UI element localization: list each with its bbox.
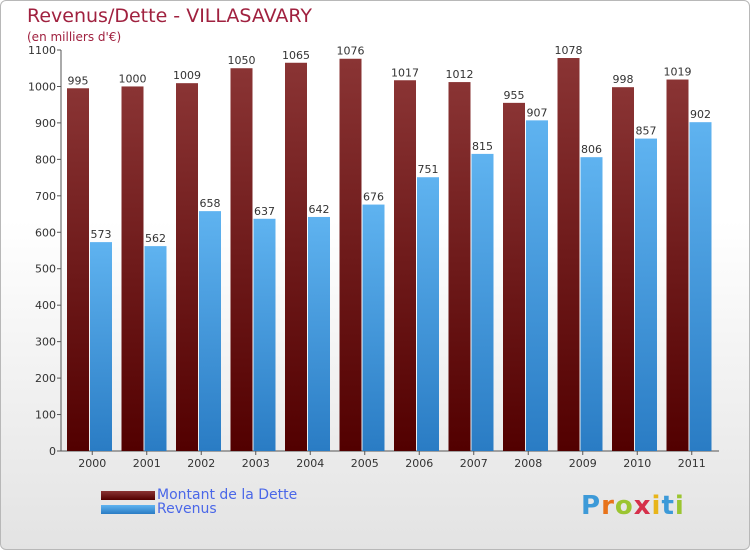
legend-item-dette: Montant de la Dette bbox=[101, 487, 297, 503]
bar-dette bbox=[503, 102, 525, 451]
y-tick-label: 900 bbox=[35, 117, 56, 130]
x-tick-label: 2007 bbox=[460, 457, 488, 470]
bar-revenus bbox=[580, 157, 603, 451]
bar-revenus bbox=[144, 246, 167, 451]
data-label-revenus: 562 bbox=[145, 232, 166, 245]
data-label-revenus: 815 bbox=[472, 140, 493, 153]
chart-title: Revenus/Dette - VILLASAVARY bbox=[27, 5, 312, 27]
legend-label-dette: Montant de la Dette bbox=[157, 487, 298, 503]
chart-subtitle: (en milliers d'€) bbox=[27, 30, 122, 44]
y-tick-label: 100 bbox=[35, 409, 56, 422]
data-label-dette: 995 bbox=[68, 74, 89, 87]
bar-revenus bbox=[253, 218, 276, 451]
bar-dette bbox=[67, 88, 89, 451]
chart-axes: 0 100 200 300 400 500 600 700 800 900 1000 1100 2000… bbox=[28, 44, 719, 470]
data-label-revenus: 857 bbox=[636, 125, 657, 138]
bar-dette bbox=[557, 58, 580, 452]
y-tick-label: 300 bbox=[35, 336, 56, 349]
legend-swatch-dette bbox=[101, 490, 155, 500]
bar-dette bbox=[121, 86, 144, 452]
y-tick-label: 700 bbox=[35, 190, 56, 203]
bar-revenus bbox=[90, 242, 112, 451]
data-label-revenus: 806 bbox=[581, 143, 602, 156]
bar-revenus bbox=[526, 120, 548, 451]
y-tick-label: 200 bbox=[35, 372, 56, 385]
bar-revenus bbox=[689, 122, 712, 452]
y-tick-label: 800 bbox=[35, 153, 56, 166]
bar-revenus bbox=[471, 153, 494, 452]
y-tick-label: 1100 bbox=[28, 44, 56, 57]
y-tick-label: 600 bbox=[35, 226, 56, 239]
x-tick-label: 2011 bbox=[678, 457, 706, 470]
bar-dette bbox=[394, 80, 416, 452]
y-tick-label: 1000 bbox=[28, 80, 56, 93]
data-label-revenus: 907 bbox=[527, 106, 548, 119]
x-tick-label: 2002 bbox=[187, 457, 215, 470]
y-tick-label: 400 bbox=[35, 299, 56, 312]
data-label-dette: 1065 bbox=[282, 49, 310, 62]
chart-labels: 995 573 1000 562 1009 658 1050 637 1065 642 1076 67… bbox=[68, 44, 712, 245]
bar-dette bbox=[666, 79, 689, 451]
x-tick-label: 2006 bbox=[405, 457, 433, 470]
bar-revenus bbox=[635, 138, 657, 452]
data-label-dette: 1050 bbox=[228, 54, 256, 67]
data-label-dette: 1017 bbox=[391, 66, 419, 79]
x-tick-label: 2004 bbox=[296, 457, 324, 470]
y-tick-label: 500 bbox=[35, 263, 56, 276]
x-tick-label: 2010 bbox=[623, 457, 651, 470]
data-label-dette: 1009 bbox=[173, 69, 201, 82]
legend-label-revenus: Revenus bbox=[157, 501, 217, 517]
data-label-dette: 998 bbox=[613, 73, 634, 86]
x-tick-label: 2009 bbox=[569, 457, 597, 470]
data-label-dette: 955 bbox=[504, 89, 525, 102]
data-label-dette: 1012 bbox=[446, 68, 474, 81]
bar-dette bbox=[448, 82, 471, 451]
bar-dette bbox=[339, 58, 362, 452]
bar-dette bbox=[612, 87, 634, 451]
data-label-revenus: 658 bbox=[200, 197, 221, 210]
proxiti-logo: Proxiti bbox=[581, 491, 685, 521]
bar-revenus bbox=[362, 204, 385, 451]
data-label-revenus: 902 bbox=[690, 108, 711, 121]
bar-revenus bbox=[199, 211, 221, 451]
bar-revenus bbox=[417, 177, 439, 451]
data-label-dette: 1078 bbox=[555, 44, 583, 57]
bar-dette bbox=[176, 83, 198, 451]
bar-revenus bbox=[308, 216, 330, 451]
data-label-dette: 1000 bbox=[119, 72, 147, 85]
legend-swatch-revenus bbox=[101, 504, 155, 514]
data-label-dette: 1019 bbox=[664, 66, 692, 79]
x-tick-label: 2008 bbox=[514, 457, 542, 470]
data-label-dette: 1076 bbox=[337, 45, 365, 58]
data-label-revenus: 751 bbox=[418, 163, 439, 176]
data-label-revenus: 637 bbox=[254, 205, 275, 218]
y-tick-label: 0 bbox=[49, 445, 56, 458]
x-tick-label: 2001 bbox=[133, 457, 161, 470]
chart-bars bbox=[67, 58, 712, 452]
bar-dette bbox=[230, 68, 253, 452]
bar-dette bbox=[285, 62, 307, 451]
x-tick-label: 2005 bbox=[351, 457, 379, 470]
data-label-revenus: 573 bbox=[91, 228, 112, 241]
data-label-revenus: 642 bbox=[309, 203, 330, 216]
data-label-revenus: 676 bbox=[363, 191, 384, 204]
legend-item-revenus: Revenus bbox=[101, 501, 217, 517]
x-tick-label: 2003 bbox=[242, 457, 270, 470]
x-tick-label: 2000 bbox=[78, 457, 106, 470]
